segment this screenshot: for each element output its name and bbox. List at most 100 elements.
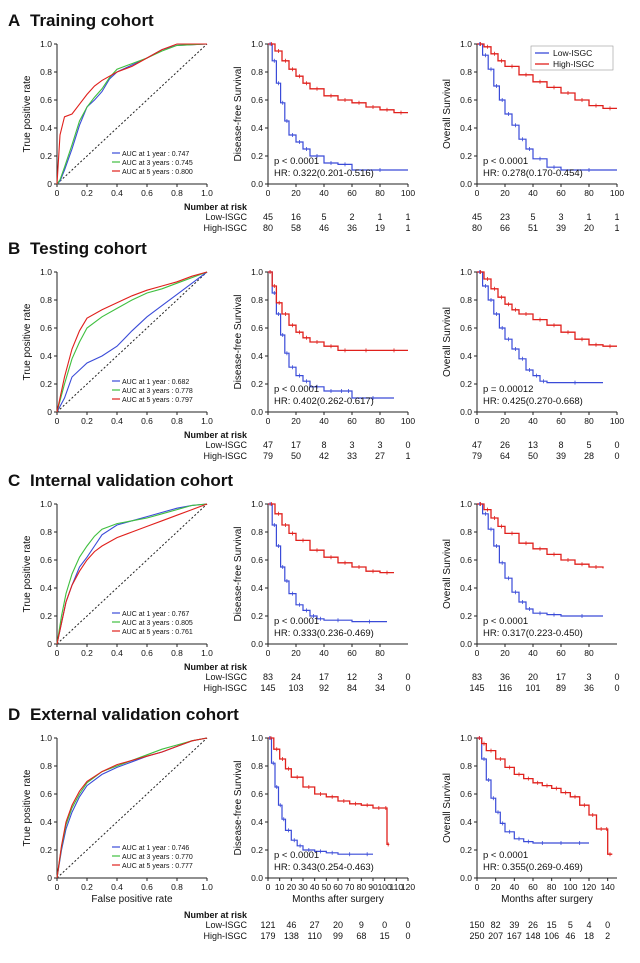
- km-x-tick-label: 60: [556, 416, 566, 426]
- roc-plot: 00 0.2 0.2 0.4 0.4 0.6 0.6 0.8 0.8 1.0 1.0 True pos…: [22, 267, 213, 426]
- km-y-tick-label: 0.6: [251, 789, 263, 799]
- km-x-tick-label: 0: [475, 416, 480, 426]
- risk-label-low: Low-ISGC: [205, 440, 247, 450]
- km-y-tick-label: 0.2: [251, 379, 263, 389]
- os-plot: 0.00.20.40.60.81.00 20 40 60 80 100 120 140Over…: [442, 733, 617, 941]
- risk-low-cell: 2: [349, 212, 354, 222]
- risk-low-cell: 4: [586, 920, 591, 930]
- risk-low-cell: 9: [359, 920, 364, 930]
- km-hazard-ratio: HR: 0.425(0.270-0.668): [483, 396, 583, 407]
- risk-table-title: Number at risk: [184, 430, 248, 440]
- km-p-value: p < 0.0001: [274, 384, 319, 395]
- km-y-tick-label: 0.8: [460, 527, 472, 537]
- risk-high-cell: 58: [291, 223, 301, 233]
- risk-high-cell: 89: [556, 683, 566, 693]
- risk-high-cell: 110: [307, 931, 321, 941]
- km-y-label: Overall Survival: [442, 773, 453, 843]
- km-curve-high: [268, 271, 408, 352]
- roc-y-tick-label: 1.0: [40, 267, 52, 277]
- km-y-tick-label: 1.0: [251, 499, 263, 509]
- roc-legend-entry: AUC at 3 years : 0.770: [122, 854, 193, 861]
- risk-high-cell: 27: [375, 451, 385, 461]
- risk-table-title: Number at risk: [184, 202, 248, 212]
- risk-low-cell: 26: [528, 920, 538, 930]
- risk-low-cell: 0: [405, 672, 410, 682]
- roc-y-tick-label: 0.2: [40, 611, 52, 621]
- km-curve-low: [477, 737, 589, 844]
- risk-high-cell: 68: [356, 931, 366, 941]
- risk-low-cell: 150: [469, 920, 484, 930]
- risk-high-cell: 50: [528, 451, 538, 461]
- risk-high-cell: 18: [584, 931, 594, 941]
- km-x-tick-label: 40: [310, 882, 320, 892]
- risk-high-cell: 28: [584, 451, 594, 461]
- km-x-tick-label: 60: [528, 882, 538, 892]
- risk-high-cell: 250: [469, 931, 484, 941]
- km-y-tick-label: 0.6: [460, 555, 472, 565]
- km-hazard-ratio: HR: 0.402(0.262-0.617): [274, 396, 374, 407]
- km-x-tick-label: 0: [475, 648, 480, 658]
- km-x-tick-label: 100: [378, 882, 392, 892]
- km-x-tick-label: 60: [556, 648, 566, 658]
- roc-y-tick-label: 0.6: [40, 95, 52, 105]
- km-x-tick-label: 10: [275, 882, 285, 892]
- risk-high-cell: 39: [556, 451, 566, 461]
- risk-label-low: Low-ISGC: [205, 920, 247, 930]
- os-plot: 0.0 0.2 0.4 0.6 0.8 1.0 0 20 40 60 80 100 Overall Su…: [442, 39, 624, 233]
- roc-legend-entry: AUC at 1 year : 0.746: [122, 845, 189, 852]
- roc-curve-3: [56, 43, 207, 185]
- risk-high-cell: 46: [319, 223, 329, 233]
- km-x-tick-label: 80: [547, 882, 557, 892]
- roc-x-label: False positive rate: [91, 894, 173, 905]
- panel-letter: A: [8, 11, 20, 30]
- km-y-tick-label: 0.8: [460, 761, 472, 771]
- km-x-tick-label: 100: [401, 416, 415, 426]
- km-y-label: Disease-free Survival: [233, 526, 244, 621]
- km-y-tick-label: 0.0: [251, 407, 263, 417]
- risk-high-cell: 51: [528, 223, 538, 233]
- risk-high-cell: 79: [472, 451, 482, 461]
- risk-high-cell: 207: [488, 931, 503, 941]
- km-x-tick-label: 60: [556, 188, 566, 198]
- risk-low-cell: 3: [586, 672, 591, 682]
- risk-high-cell: 80: [472, 223, 482, 233]
- roc-x-tick-label: 1.0: [201, 648, 213, 658]
- risk-high-cell: 80: [263, 223, 273, 233]
- risk-high-cell: 92: [319, 683, 329, 693]
- km-y-tick-label: 1.0: [460, 499, 472, 509]
- roc-x-tick-label: 0.2: [81, 882, 93, 892]
- risk-table-title: Number at risk: [184, 910, 248, 920]
- km-curve-high: [477, 43, 617, 110]
- km-y-tick-label: 0.2: [460, 611, 472, 621]
- km-y-tick-label: 0.2: [251, 845, 263, 855]
- km-x-tick-label: 140: [601, 882, 615, 892]
- roc-y-tick-label: 1.0: [40, 733, 52, 743]
- risk-low-cell: 47: [472, 440, 482, 450]
- km-y-tick-label: 0.0: [460, 639, 472, 649]
- km-x-tick-label: 40: [528, 648, 538, 658]
- panel-title: External validation cohort: [30, 705, 239, 724]
- km-x-tick-label: 120: [582, 882, 596, 892]
- km-x-tick-label: 40: [528, 188, 538, 198]
- km-y-tick-label: 0.8: [251, 761, 263, 771]
- roc-legend-entry: AUC at 1 year : 0.682: [122, 379, 189, 386]
- km-y-label: Disease-free Survival: [233, 294, 244, 389]
- risk-low-cell: 83: [472, 672, 482, 682]
- roc-y-tick-label: 0: [47, 407, 52, 417]
- km-curve-high: [477, 271, 617, 347]
- risk-high-cell: 138: [284, 931, 299, 941]
- roc-plot: 00 0.2 0.2 0.4 0.4 0.6 0.6 0.8 0.8 1.0 1.0 True pos…: [22, 733, 213, 905]
- km-y-tick-label: 1.0: [251, 39, 263, 49]
- risk-label-high: High-ISGC: [203, 451, 247, 461]
- km-x-tick-label: 70: [345, 882, 355, 892]
- risk-high-cell: 145: [469, 683, 484, 693]
- roc-y-tick-label: 1.0: [40, 499, 52, 509]
- dfs-plot: 0.00.20.40.60.81.00 20 40 60 80 100Disease-fr…: [233, 267, 415, 461]
- roc-curve-3: [56, 271, 208, 413]
- risk-low-cell: 0: [405, 440, 410, 450]
- km-x-tick-label: 60: [347, 416, 357, 426]
- km-x-tick-label: 120: [401, 882, 415, 892]
- km-hazard-ratio: HR: 0.278(0.170-0.454): [483, 168, 583, 179]
- roc-x-tick-label: 1.0: [201, 882, 213, 892]
- km-y-label: Disease-free Survival: [233, 66, 244, 161]
